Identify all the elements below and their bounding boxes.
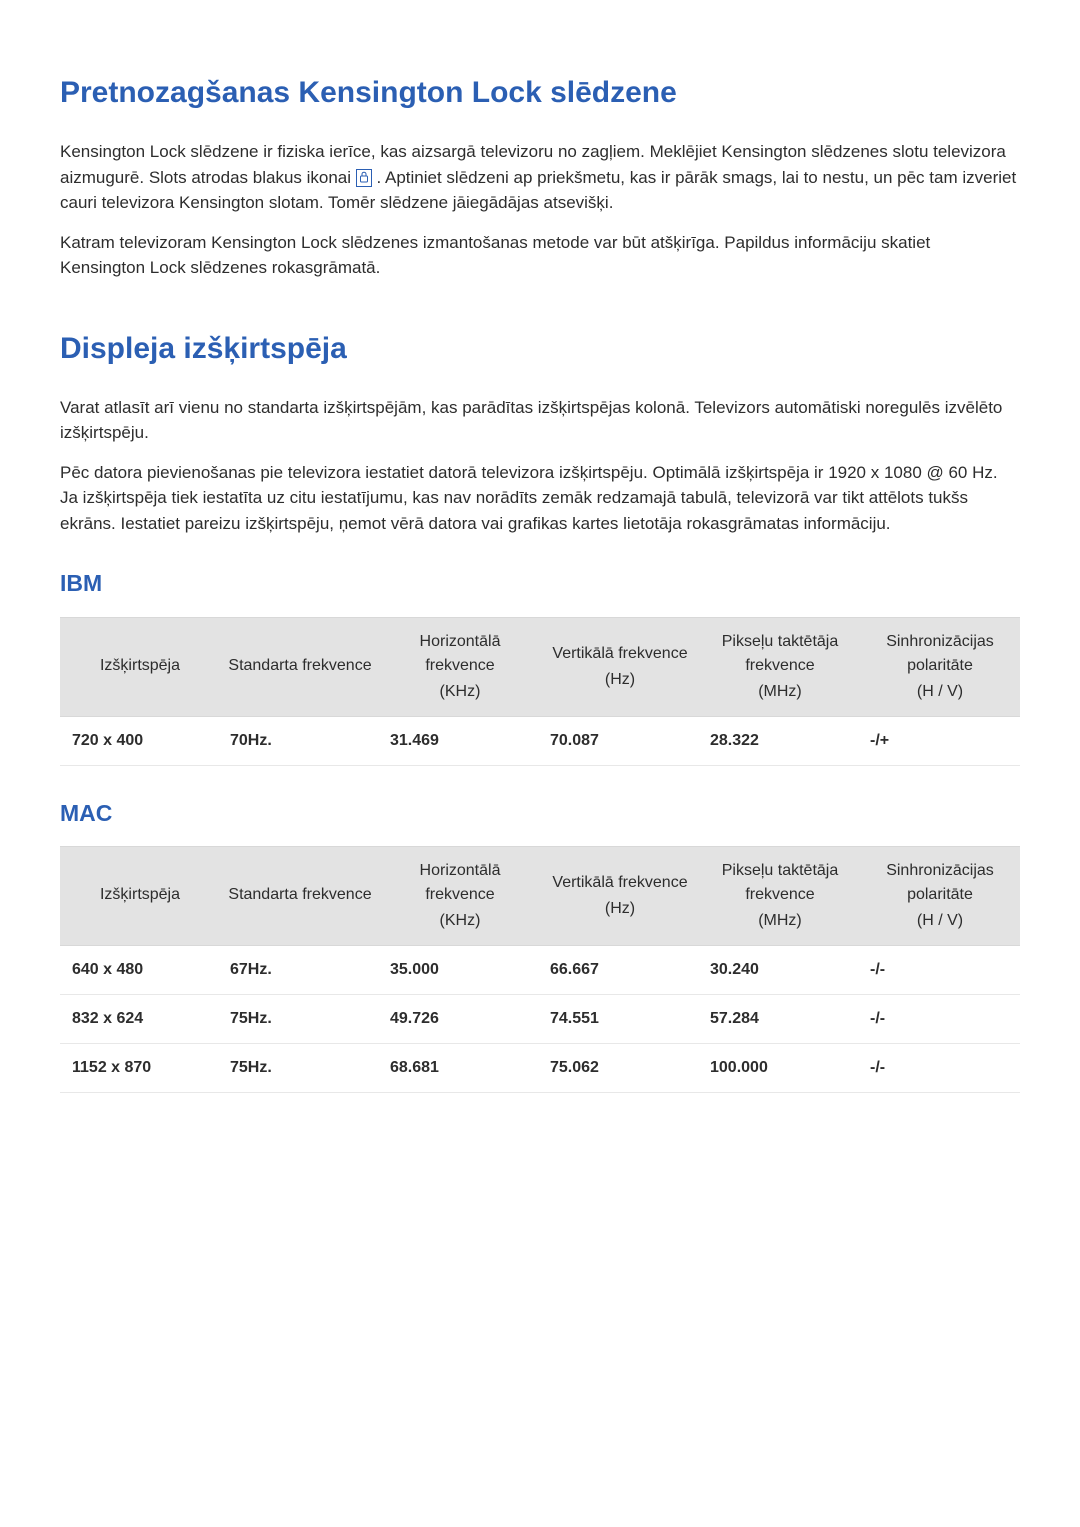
ibm-table-head: Izšķirtspēja Standarta frekvence Horizon… bbox=[60, 617, 1020, 716]
resolution-paragraph-2: Pēc datora pievienošanas pie televizora … bbox=[60, 460, 1020, 537]
cell: 75Hz. bbox=[220, 995, 380, 1044]
cell: -/- bbox=[860, 946, 1020, 995]
table-row: 720 x 400 70Hz. 31.469 70.087 28.322 -/+ bbox=[60, 716, 1020, 765]
col-standard-freq: Standarta frekvence bbox=[220, 617, 380, 716]
kensington-lock-icon bbox=[356, 169, 372, 187]
mac-table: Izšķirtspēja Standarta frekvence Horizon… bbox=[60, 846, 1020, 1093]
cell: 70.087 bbox=[540, 716, 700, 765]
table-heading-ibm: IBM bbox=[60, 566, 1020, 601]
col-vert-freq: Vertikālā frekvence(Hz) bbox=[540, 847, 700, 946]
mac-table-head: Izšķirtspēja Standarta frekvence Horizon… bbox=[60, 847, 1020, 946]
table-row: 832 x 624 75Hz. 49.726 74.551 57.284 -/- bbox=[60, 995, 1020, 1044]
cell: 832 x 624 bbox=[60, 995, 220, 1044]
cell: 75.062 bbox=[540, 1044, 700, 1093]
col-horiz-freq: Horizontālā frekvence(KHz) bbox=[380, 847, 540, 946]
col-resolution: Izšķirtspēja bbox=[60, 617, 220, 716]
col-pixel-clock: Pikseļu taktētāja frekvence(MHz) bbox=[700, 847, 860, 946]
kensington-paragraph-2: Katram televizoram Kensington Lock slēdz… bbox=[60, 230, 1020, 281]
cell: 28.322 bbox=[700, 716, 860, 765]
col-sync-polarity: Sinhronizācijas polaritāte(H / V) bbox=[860, 617, 1020, 716]
kensington-paragraph-1: Kensington Lock slēdzene ir fiziska ierī… bbox=[60, 139, 1020, 216]
ibm-table-body: 720 x 400 70Hz. 31.469 70.087 28.322 -/+ bbox=[60, 716, 1020, 765]
cell: 75Hz. bbox=[220, 1044, 380, 1093]
cell: 67Hz. bbox=[220, 946, 380, 995]
section-heading-resolution: Displeja izšķirtspēja bbox=[60, 326, 1020, 371]
cell: -/- bbox=[860, 995, 1020, 1044]
mac-table-body: 640 x 480 67Hz. 35.000 66.667 30.240 -/-… bbox=[60, 946, 1020, 1093]
cell: 35.000 bbox=[380, 946, 540, 995]
table-row: 640 x 480 67Hz. 35.000 66.667 30.240 -/- bbox=[60, 946, 1020, 995]
table-header-row: Izšķirtspēja Standarta frekvence Horizon… bbox=[60, 617, 1020, 716]
cell: 31.469 bbox=[380, 716, 540, 765]
col-horiz-freq: Horizontālā frekvence(KHz) bbox=[380, 617, 540, 716]
cell: 30.240 bbox=[700, 946, 860, 995]
cell: 57.284 bbox=[700, 995, 860, 1044]
cell: 70Hz. bbox=[220, 716, 380, 765]
section-heading-kensington: Pretnozagšanas Kensington Lock slēdzene bbox=[60, 70, 1020, 115]
cell: 68.681 bbox=[380, 1044, 540, 1093]
resolution-paragraph-1: Varat atlasīt arī vienu no standarta izš… bbox=[60, 395, 1020, 446]
table-heading-mac: MAC bbox=[60, 796, 1020, 831]
table-row: 1152 x 870 75Hz. 68.681 75.062 100.000 -… bbox=[60, 1044, 1020, 1093]
col-resolution: Izšķirtspēja bbox=[60, 847, 220, 946]
table-header-row: Izšķirtspēja Standarta frekvence Horizon… bbox=[60, 847, 1020, 946]
col-pixel-clock: Pikseļu taktētāja frekvence(MHz) bbox=[700, 617, 860, 716]
cell: 720 x 400 bbox=[60, 716, 220, 765]
cell: 74.551 bbox=[540, 995, 700, 1044]
col-vert-freq: Vertikālā frekvence(Hz) bbox=[540, 617, 700, 716]
ibm-table: Izšķirtspēja Standarta frekvence Horizon… bbox=[60, 617, 1020, 766]
cell: 100.000 bbox=[700, 1044, 860, 1093]
cell: -/- bbox=[860, 1044, 1020, 1093]
col-sync-polarity: Sinhronizācijas polaritāte(H / V) bbox=[860, 847, 1020, 946]
col-standard-freq: Standarta frekvence bbox=[220, 847, 380, 946]
cell: -/+ bbox=[860, 716, 1020, 765]
cell: 66.667 bbox=[540, 946, 700, 995]
cell: 640 x 480 bbox=[60, 946, 220, 995]
cell: 49.726 bbox=[380, 995, 540, 1044]
cell: 1152 x 870 bbox=[60, 1044, 220, 1093]
